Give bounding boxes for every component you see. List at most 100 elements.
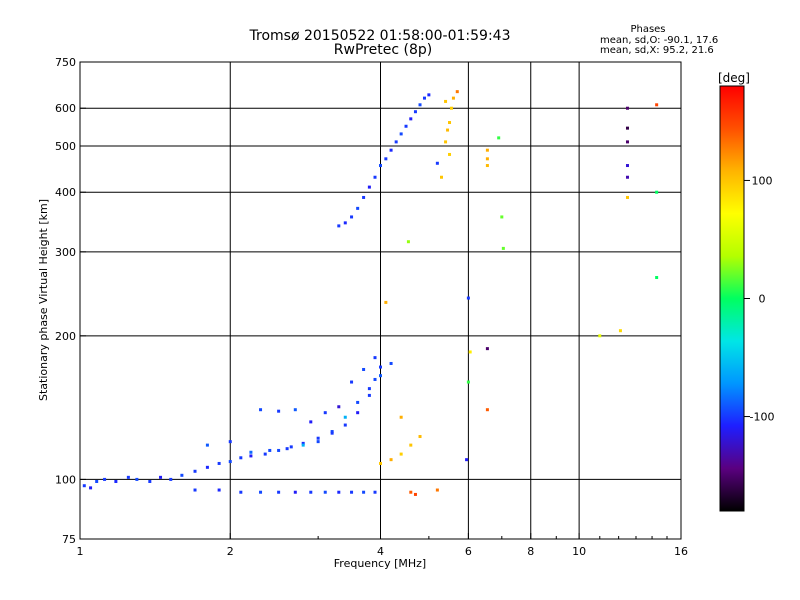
data-point: [293, 490, 297, 494]
data-point: [446, 128, 450, 132]
data-point: [444, 140, 448, 144]
data-point: [379, 164, 382, 168]
data-point: [485, 347, 489, 351]
data-point: [625, 195, 629, 199]
data-point: [394, 140, 398, 144]
data-point: [389, 458, 393, 462]
data-point: [356, 411, 360, 415]
data-point: [418, 103, 422, 107]
data-point: [466, 380, 470, 384]
data-point: [285, 447, 289, 451]
data-point: [448, 121, 452, 125]
x-tick-label: 1: [77, 545, 84, 558]
data-point: [259, 408, 263, 412]
data-point: [330, 430, 334, 434]
data-point: [444, 99, 448, 103]
data-point: [148, 479, 152, 483]
data-point: [435, 161, 439, 165]
data-point: [337, 224, 341, 228]
y-axis: 75 100 200 300 400 500 600 750: [55, 56, 86, 546]
data-point: [625, 164, 629, 168]
colorbar-tick-label: 0: [759, 293, 766, 306]
x-tick-label: 6: [465, 545, 472, 558]
colorbar-ticks: -100 0 100: [744, 174, 775, 424]
y-tick-label: 400: [55, 186, 76, 199]
data-point: [356, 206, 360, 210]
data-point: [379, 461, 382, 465]
data-point: [350, 490, 354, 494]
data-point: [301, 443, 305, 447]
data-point: [435, 488, 439, 492]
data-point: [239, 456, 243, 460]
x-tick-label: 8: [527, 545, 534, 558]
data-point: [362, 367, 366, 371]
data-point: [409, 490, 413, 494]
data-point: [277, 409, 281, 413]
data-point: [277, 448, 281, 452]
data-point: [159, 475, 163, 479]
data-point: [343, 423, 347, 427]
data-point: [413, 110, 417, 114]
data-point: [625, 106, 629, 110]
data-point: [440, 175, 444, 179]
data-point: [618, 329, 622, 333]
data-point: [362, 195, 366, 199]
data-points: [82, 90, 659, 496]
data-point: [501, 246, 505, 250]
data-point: [367, 393, 371, 397]
data-point: [500, 215, 504, 219]
data-point: [455, 90, 459, 94]
data-point: [356, 400, 360, 404]
data-point: [259, 490, 263, 494]
data-point: [384, 157, 388, 161]
data-point: [217, 488, 221, 492]
x-tick-label: 4: [377, 545, 384, 558]
colorbar-tick-label: -100: [750, 411, 775, 424]
data-point: [373, 175, 377, 179]
data-point: [301, 441, 305, 445]
data-point: [418, 435, 422, 439]
data-point: [389, 361, 393, 365]
data-point: [323, 490, 327, 494]
data-point: [485, 408, 489, 412]
y-tick-label: 750: [55, 56, 76, 69]
data-point: [409, 117, 413, 121]
y-tick-label: 600: [55, 102, 76, 115]
colorbar: [719, 85, 745, 512]
grid-lines: [80, 62, 681, 539]
data-point: [337, 405, 341, 409]
data-point: [625, 175, 629, 179]
data-point: [598, 334, 602, 338]
data-point: [485, 148, 489, 152]
data-point: [193, 469, 197, 473]
data-point: [289, 445, 293, 449]
data-point: [316, 440, 320, 444]
data-point: [193, 488, 197, 492]
data-point: [373, 356, 377, 360]
data-point: [114, 479, 118, 483]
data-point: [379, 374, 382, 378]
phase-heading: Phases: [630, 24, 665, 35]
data-point: [309, 490, 313, 494]
data-point: [350, 215, 354, 219]
data-point: [169, 477, 173, 481]
x-tick-label: 2: [227, 545, 234, 558]
data-point: [449, 106, 453, 110]
data-point: [399, 132, 403, 136]
y-tick-label: 300: [55, 246, 76, 259]
data-point: [655, 190, 659, 194]
data-point: [485, 164, 489, 168]
data-point: [337, 490, 341, 494]
x-tick-label: 16: [674, 545, 688, 558]
data-point: [373, 490, 377, 494]
y-tick-label: 200: [55, 330, 76, 343]
data-point: [466, 296, 470, 300]
data-point: [367, 387, 371, 391]
data-point: [655, 276, 659, 280]
data-point: [468, 350, 472, 354]
data-point: [384, 300, 388, 304]
x-axis-label: Frequency [MHz]: [334, 557, 426, 570]
data-point: [350, 380, 354, 384]
y-tick-label: 500: [55, 140, 76, 153]
